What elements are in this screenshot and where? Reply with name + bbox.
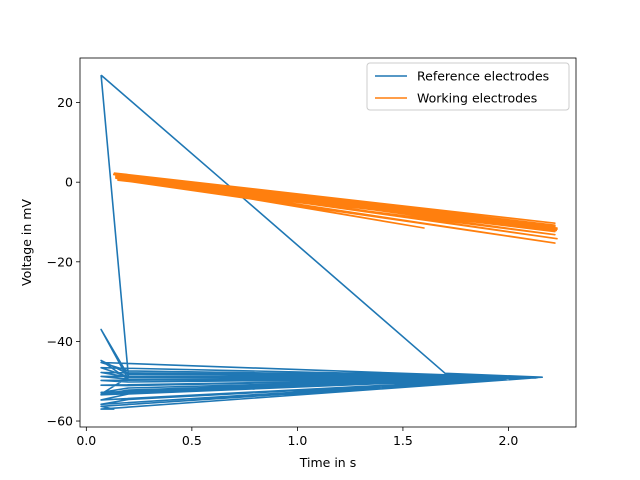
y-tick-label: −60 — [47, 414, 73, 429]
y-axis-ticks: −60 −40 −20 0 20 — [47, 95, 80, 429]
legend-label-working: Working electrodes — [417, 91, 537, 106]
x-axis-label: Time in s — [299, 455, 356, 470]
y-tick-label: −40 — [47, 334, 73, 349]
series-line-working — [113, 172, 558, 244]
x-tick-label: 2.0 — [499, 433, 519, 448]
x-tick-label: 0.5 — [182, 433, 202, 448]
y-tick-label: 0 — [65, 175, 73, 190]
legend-box — [366, 62, 570, 111]
legend: Reference electrodes Working electrodes — [366, 62, 570, 111]
x-tick-label: 1.5 — [393, 433, 413, 448]
x-tick-label: 0.0 — [76, 433, 96, 448]
plot-lines — [100, 74, 558, 410]
series-line-reference — [100, 74, 544, 410]
axes-frame — [79, 57, 577, 428]
y-axis-label: Voltage in mV — [19, 199, 34, 286]
legend-label-reference: Reference electrodes — [417, 69, 549, 84]
x-axis-ticks: 0.0 0.5 1.0 1.5 2.0 — [76, 427, 518, 448]
y-tick-label: 20 — [57, 95, 73, 110]
x-tick-label: 1.0 — [287, 433, 307, 448]
y-tick-label: −20 — [47, 254, 73, 269]
